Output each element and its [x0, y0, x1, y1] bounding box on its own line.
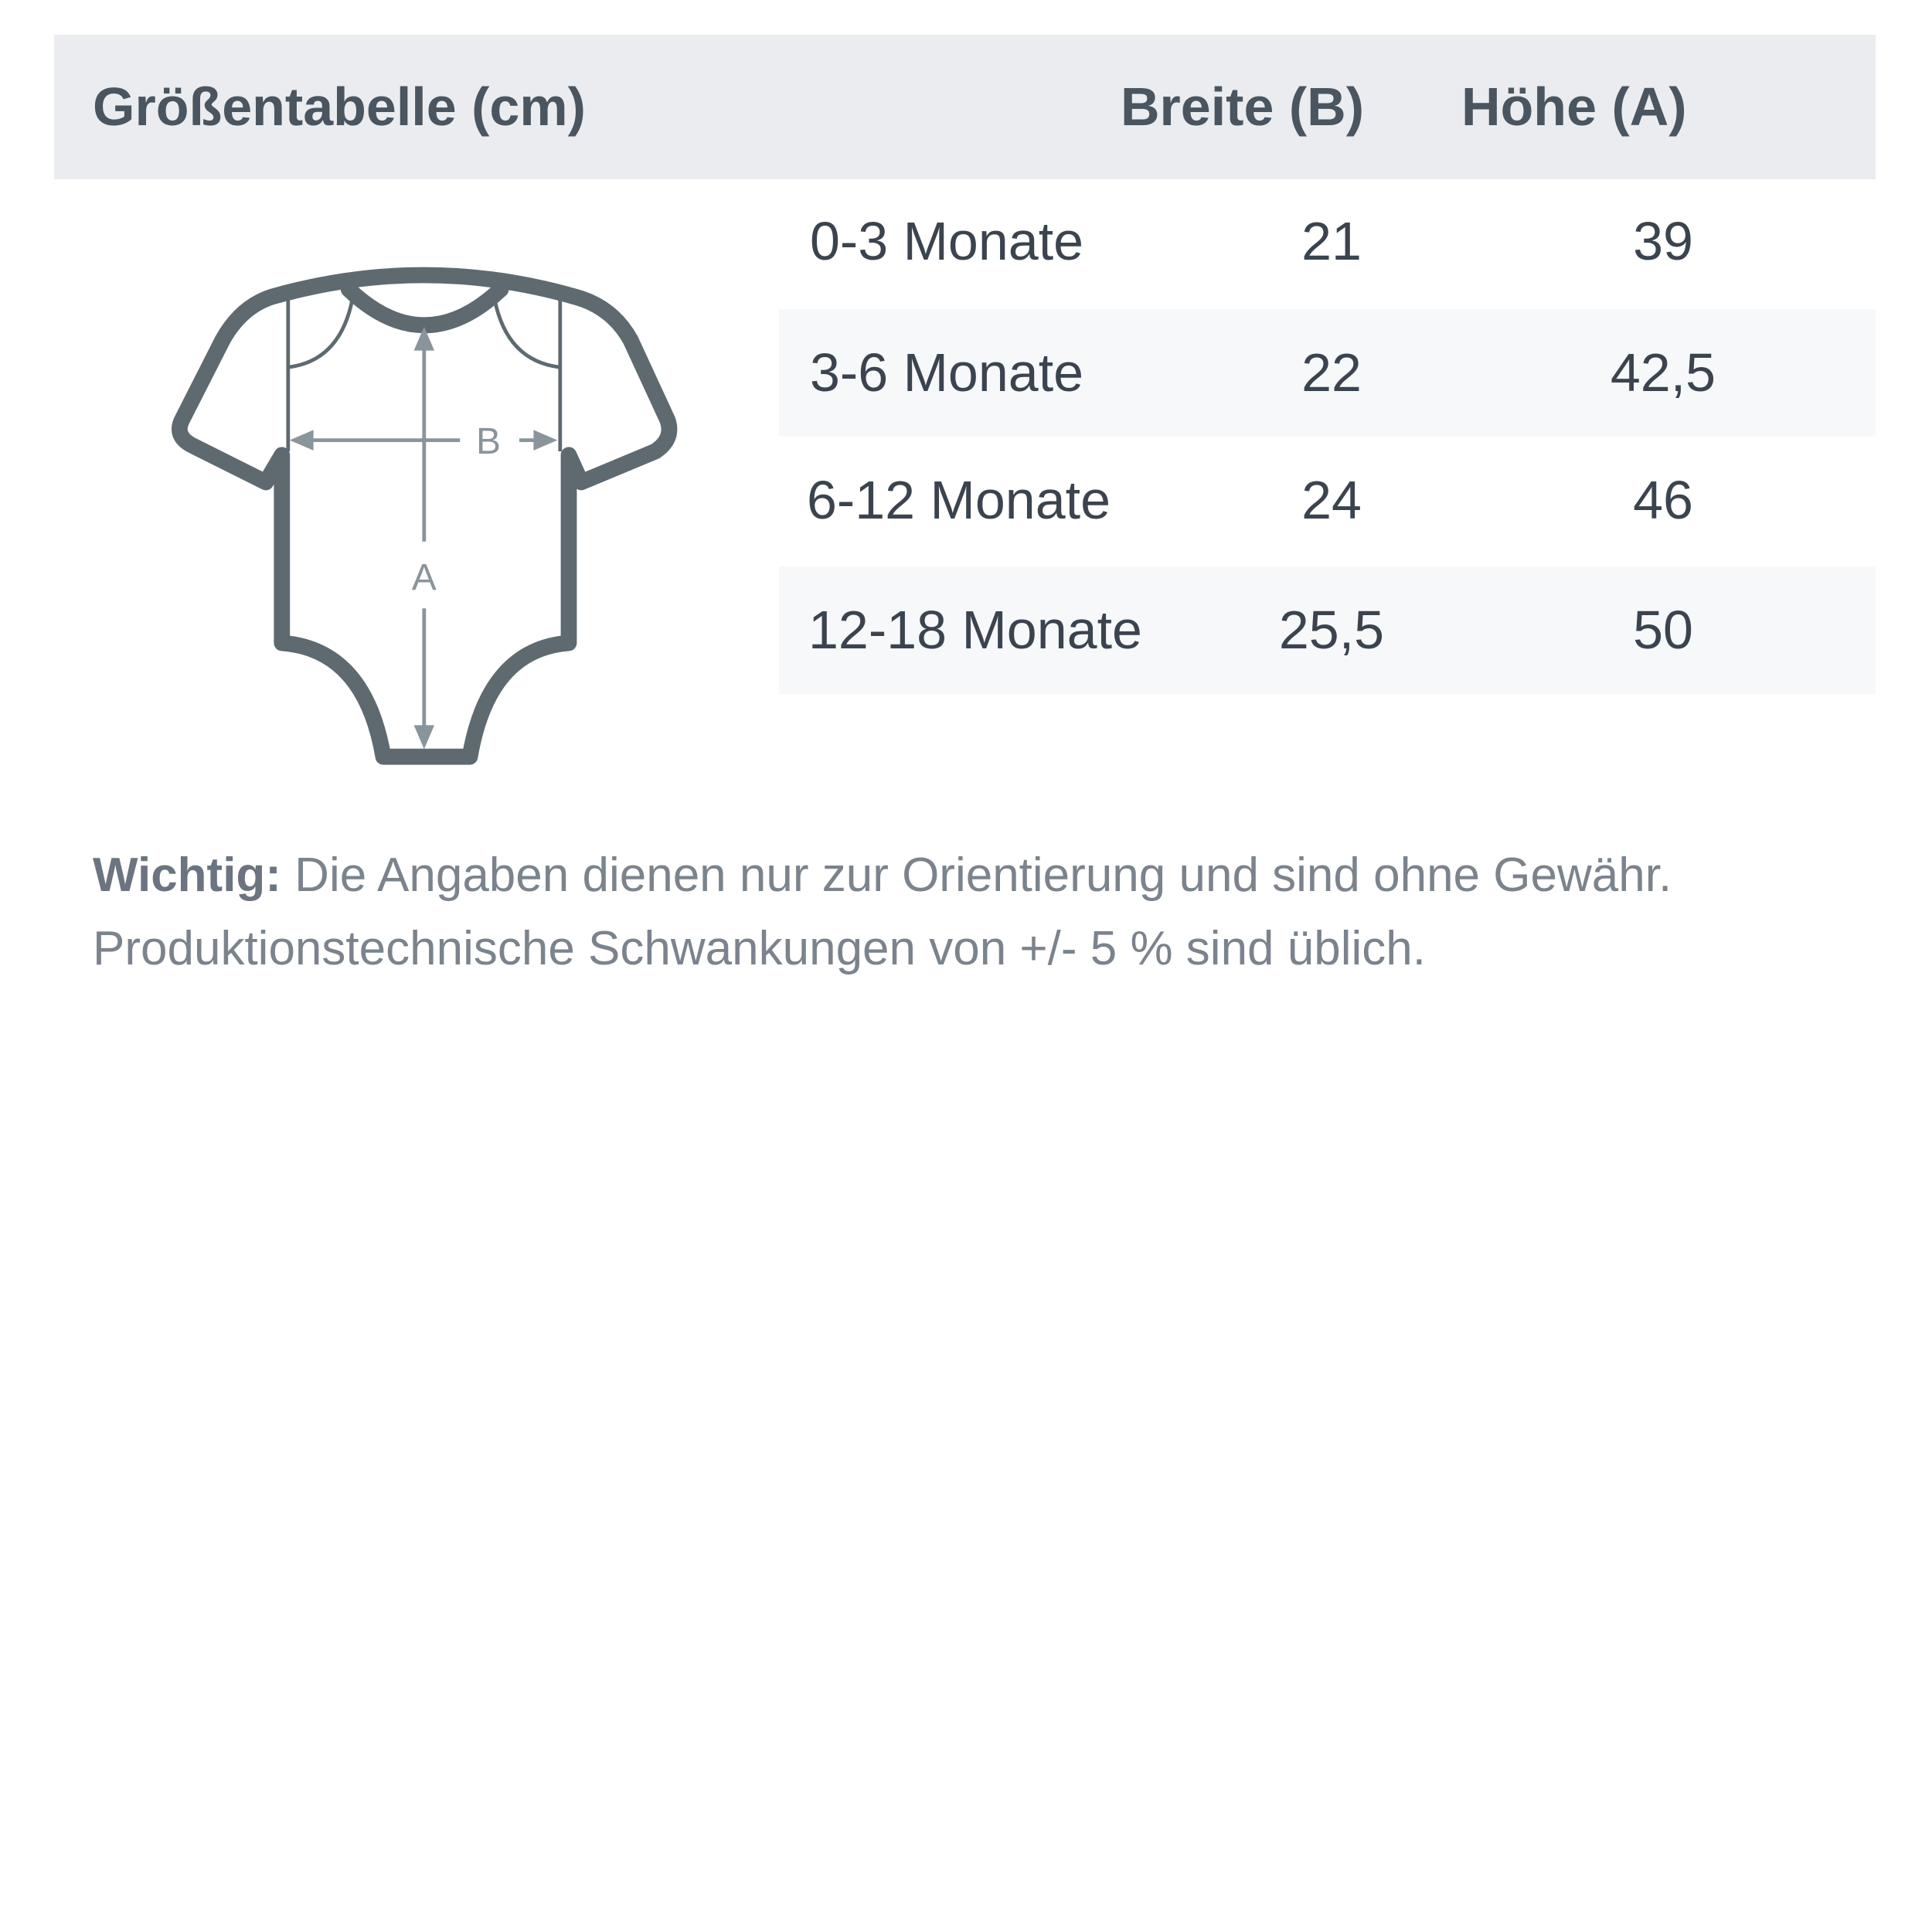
column-header-height: Höhe (A) [1461, 77, 1687, 137]
width-value: 21 [1301, 211, 1362, 271]
column-header-width: Breite (B) [1121, 77, 1365, 137]
note-line2: Produktionstechnische Schwankungen von +… [93, 922, 1426, 975]
table-title: Größentabelle (cm) [93, 77, 586, 137]
height-value: 46 [1633, 470, 1693, 530]
table-row: 12-18 Monate 25,5 50 [779, 566, 1876, 694]
table-row: 3-6 Monate 22 42,5 [779, 309, 1876, 437]
size-label: 6-12 Monate [807, 470, 1111, 530]
measure-arrows [289, 326, 558, 750]
height-value: 42,5 [1610, 342, 1716, 403]
size-label: 0-3 Monate [810, 211, 1084, 271]
label-a: A [412, 557, 437, 598]
baby-bodysuit-icon: B A [171, 267, 678, 765]
size-label: 3-6 Monate [810, 342, 1084, 403]
height-value: 50 [1633, 600, 1693, 660]
neckline [340, 281, 509, 334]
bodysuit-outline [171, 267, 678, 765]
size-label: 12-18 Monate [808, 600, 1142, 660]
height-value: 39 [1633, 211, 1693, 271]
table-row: 0-3 Monate 21 39 [779, 178, 1876, 305]
table-header: Größentabelle (cm) Breite (B) Höhe (A) [54, 35, 1876, 179]
note-bold: Wichtig: [93, 849, 281, 902]
label-b: B [476, 421, 501, 462]
disclaimer-note: Wichtig: Die Angaben dienen nur zur Orie… [93, 838, 1870, 985]
width-value: 24 [1301, 470, 1362, 530]
width-value: 25,5 [1278, 600, 1385, 660]
width-value: 22 [1301, 342, 1362, 403]
note-line1: Die Angaben dienen nur zur Orientierung … [281, 849, 1672, 902]
table-row: 6-12 Monate 24 46 [779, 437, 1876, 564]
